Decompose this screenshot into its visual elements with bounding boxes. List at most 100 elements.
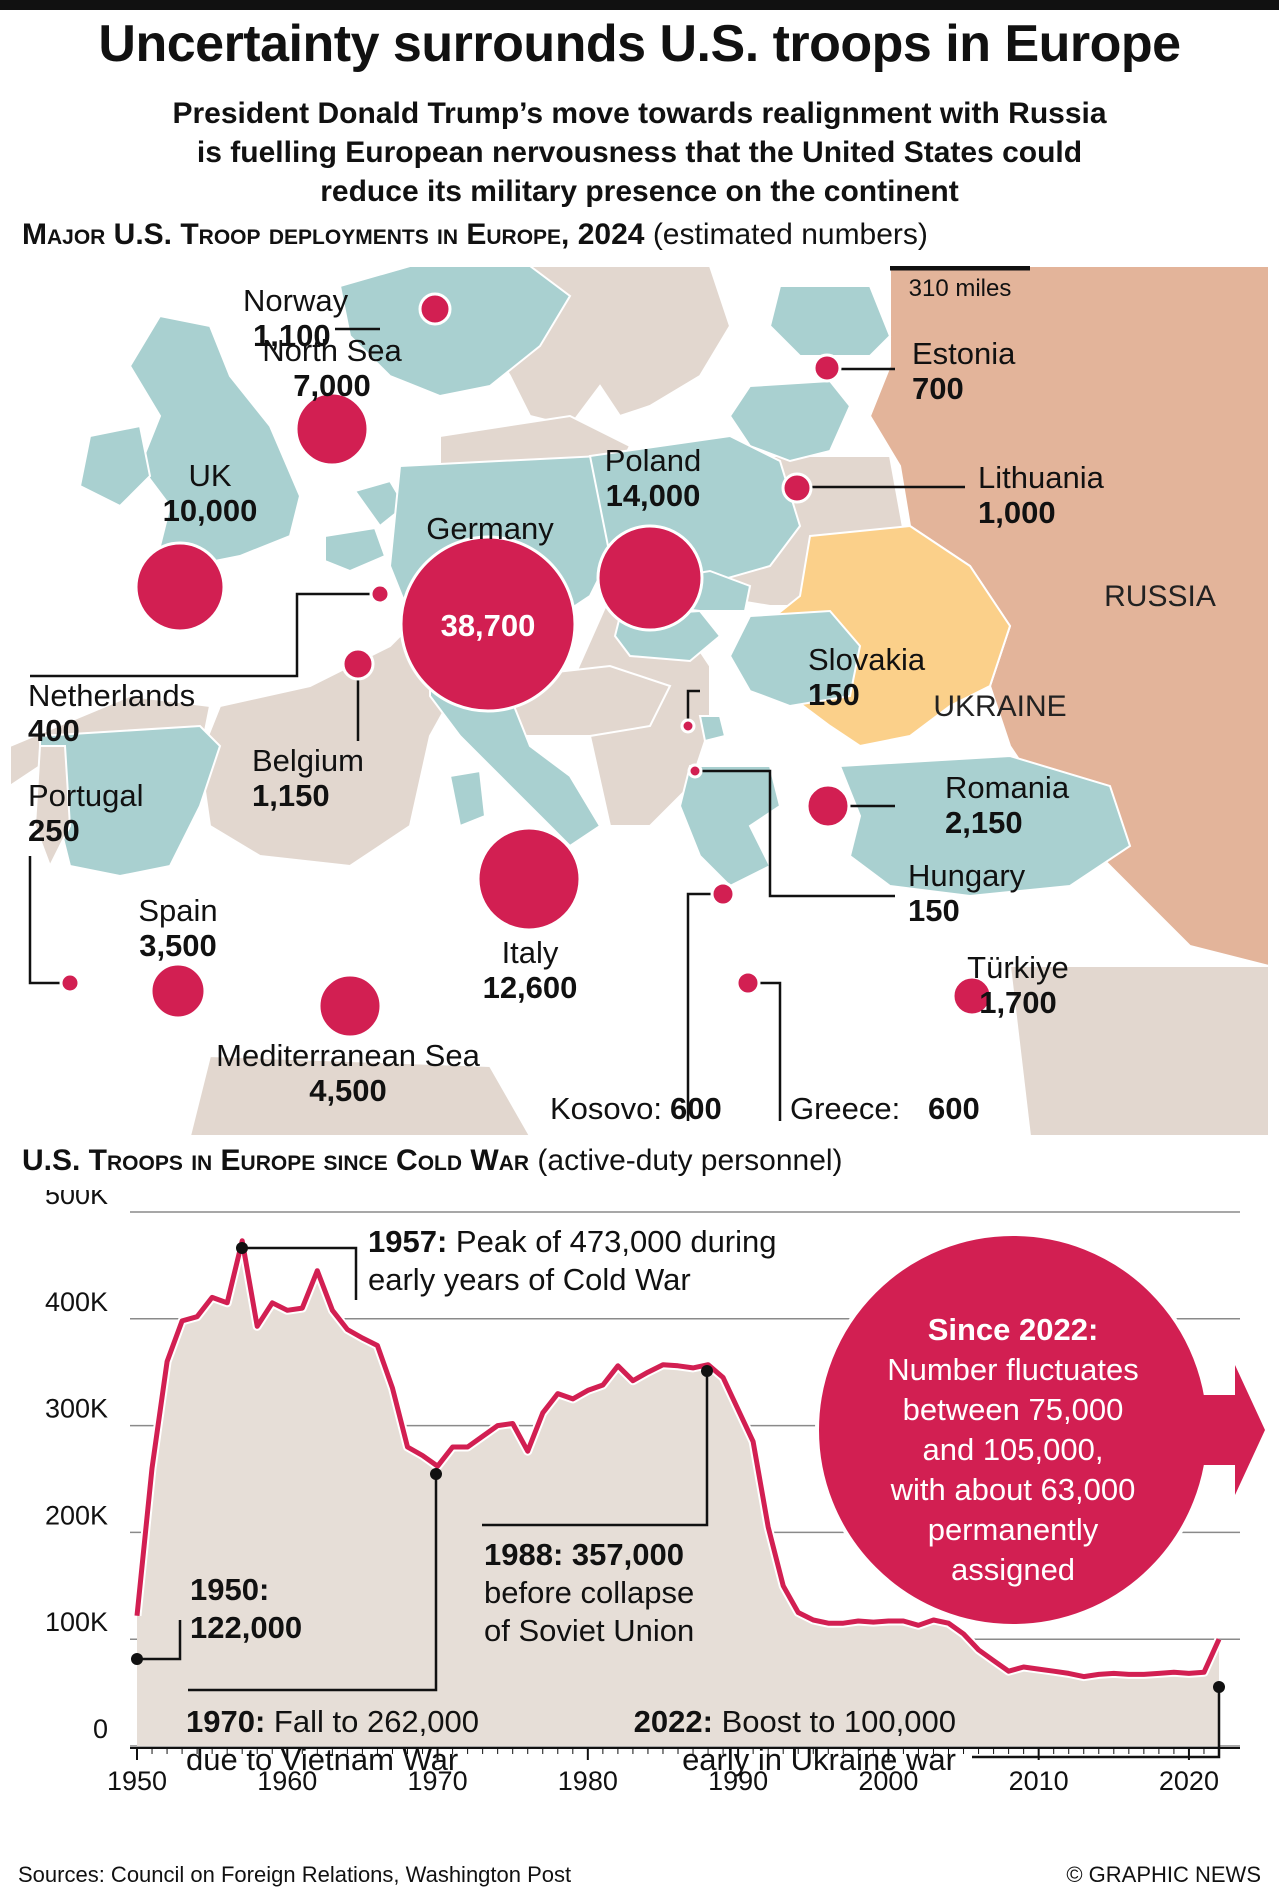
romania-name: Romania [945,770,1070,805]
kosovo-value: 600 [670,1091,722,1126]
bubble-norway [418,292,452,326]
hungary-name: Hungary [908,858,1026,893]
subtitle-line: is fuelling European nervousness that th… [196,136,1083,169]
callout-line: Number fluctuates [887,1352,1139,1387]
ann-1970-year: 1970: [186,1704,265,1739]
portugal-shape [33,745,72,869]
y-tick-label: 0 [93,1714,108,1744]
annotation-1970: 1970: Fall to 262,000 due to Vietnam War [186,1704,479,1777]
annotation-1957: 1957: Peak of 473,000 during early years… [368,1224,777,1297]
page-subtitle: President Donald Trump’s move towards re… [60,94,1219,211]
sources-note: Sources: Council on Foreign Relations, W… [18,1862,572,1887]
greece-value: 600 [928,1091,980,1126]
svg-text:1970: Fall to 262,000: 1970: Fall to 262,000 [186,1704,479,1739]
kosovo-name: Kosovo: [550,1091,662,1126]
turkiye-value: 1,700 [979,985,1057,1020]
bubble-romania [805,783,851,829]
portugal-value: 250 [28,813,80,848]
hungary-value: 150 [908,893,960,928]
svg-text:2022: Boost to 100,000: 2022: Boost to 100,000 [634,1704,956,1739]
subtitle-line: President Donald Trump’s move towards re… [172,97,1107,130]
slovakia-value: 150 [808,677,860,712]
ukraine-label: UKRAINE [933,690,1066,723]
bubble-kosovo [710,881,736,907]
bubble-mediterranean [317,973,383,1039]
callout-title: Since 2022: [928,1312,1099,1347]
callout-arrow-icon [1195,1365,1265,1495]
ann-1970-line1: Fall to 262,000 [274,1704,479,1739]
x-axis-ticks: 1950 1960 1970 1980 1990 2000 2010 2020 [107,1747,1240,1796]
ann-1988-year: 1988: 357,000 [484,1537,684,1572]
chart-section-header: U.S. Troops in Europe since Cold War (ac… [22,1144,843,1178]
bubble-germany [399,535,577,713]
x-tick-label: 1980 [558,1766,618,1796]
spain-name: Spain [138,893,217,928]
lithuania-name: Lithuania [978,460,1105,495]
bubble-belgium [341,647,375,681]
x-tick-label: 1960 [257,1766,317,1796]
bubble-uk [134,541,226,633]
y-tick-label: 100K [45,1607,108,1637]
scale-miles-label: 310 miles [909,275,1012,302]
ann-1970-line2: due to Vietnam War [186,1742,458,1777]
annotation-2022: 2022: Boost to 100,000 early in Ukraine … [634,1704,956,1777]
bubble-turkiye [951,975,993,1017]
russia-label: RUSSIA [1104,580,1216,613]
italy-value: 12,600 [483,970,578,1005]
ann-1950-value: 122,000 [190,1610,302,1645]
x-tick-label: 2020 [1159,1766,1219,1796]
uk-value: 10,000 [163,493,258,528]
since-2022-callout: Since 2022: Number fluctuates between 75… [815,1232,1265,1628]
bubble-greece [735,970,761,996]
poland-name: Poland [605,443,702,478]
spain-value: 3,500 [139,928,217,963]
uk-name: UK [188,458,231,493]
annotation-1950: 1950: 122,000 [190,1572,302,1645]
annotation-leaders [137,1246,1221,1759]
bubble-portugal [59,972,81,994]
belgium-name: Belgium [252,743,364,778]
map-section-title: Major U.S. Troop deployments in Europe, … [22,218,645,251]
mediterranean-value: 4,500 [309,1073,387,1108]
bubble-lithuania [781,472,813,504]
ann-2022-line1: Boost to 100,000 [722,1704,956,1739]
x-tick-label: 2000 [858,1766,918,1796]
y-tick-label: 400K [45,1287,108,1317]
poland-value: 14,000 [606,478,701,513]
map-section-note: (estimated numbers) [652,218,928,251]
bubble-hungary [687,763,703,779]
romania-value: 2,150 [945,805,1023,840]
troop-bubbles [59,292,993,1039]
bubble-spain [149,962,207,1020]
belgium-value: 1,150 [252,778,330,813]
svg-text:1957: Peak of 473,000 during: 1957: Peak of 473,000 during [368,1224,777,1259]
ann-1957-line1: Peak of 473,000 during [456,1224,777,1259]
chart-section-title: U.S. Troops in Europe since Cold War [22,1144,530,1177]
lithuania-value: 1,000 [978,495,1056,530]
map-labels: Norway 1,100 North Sea 7,000 UK 10,000 G… [28,283,1105,1126]
ann-1957-line2: early years of Cold War [368,1262,691,1297]
germany-name: Germany [426,511,554,546]
credit-note: © GRAPHIC NEWS [1066,1862,1261,1887]
germany-value: 38,700 [441,608,536,643]
annotation-dots [131,1242,1225,1693]
estonia-value: 700 [912,371,964,406]
x-tick-label: 2010 [1009,1766,1069,1796]
callout-line: and 105,000, [922,1432,1103,1467]
callout-line: with about 63,000 [890,1472,1136,1507]
slovakia-name: Slovakia [808,642,926,677]
troop-line [134,1238,1222,1680]
greece-name: Greece: [790,1091,900,1126]
y-tick-label: 300K [45,1394,108,1424]
italy-name: Italy [502,935,559,970]
y-tick-label: 200K [45,1500,108,1530]
chart-section-note: (active-duty personnel) [537,1144,843,1177]
netherlands-name: Netherlands [28,678,195,713]
ann-2022-line2: early in Ukraine war [682,1742,956,1777]
callout-line: permanently [928,1512,1099,1547]
north-sea-value: 7,000 [293,368,371,403]
x-tick-label: 1950 [107,1766,167,1796]
top-rule [0,0,1279,10]
subtitle-line: reduce its military presence on the cont… [320,175,959,208]
annotation-1988: 1988: 357,000 before collapse of Soviet … [484,1537,694,1648]
